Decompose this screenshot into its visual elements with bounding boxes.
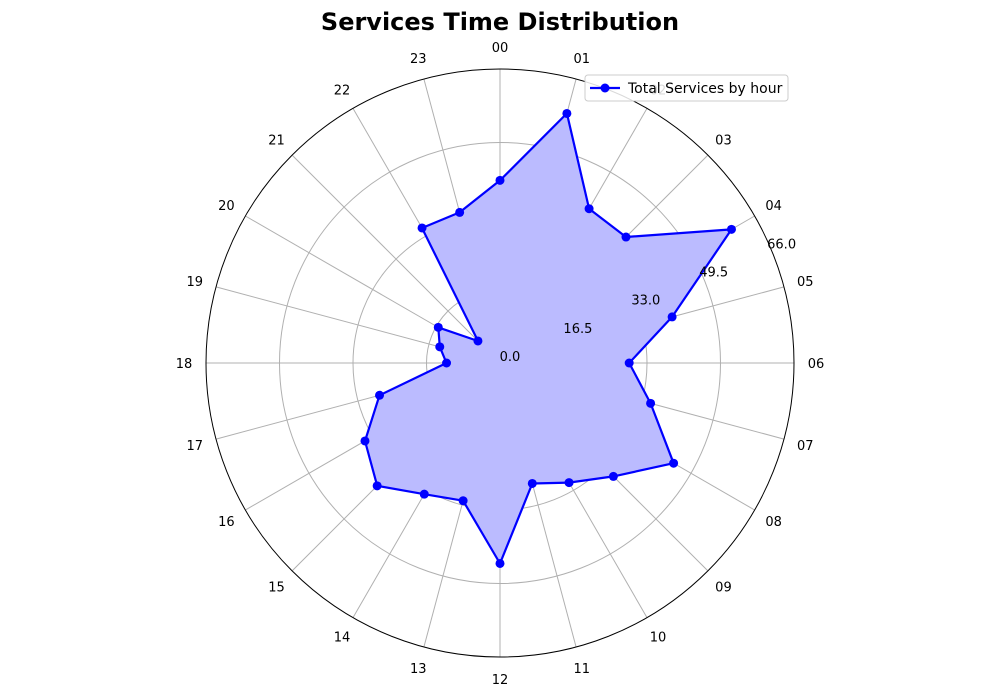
data-point-08 <box>669 458 679 468</box>
data-point-05 <box>667 312 677 322</box>
data-point-09 <box>608 471 618 481</box>
category-label: 22 <box>334 83 351 98</box>
data-point-00 <box>495 175 505 185</box>
data-point-02 <box>584 204 594 214</box>
category-label: 20 <box>218 199 235 214</box>
r-tick-label: 0.0 <box>500 350 521 365</box>
category-label: 01 <box>574 52 591 67</box>
category-label: 10 <box>650 631 667 646</box>
category-label: 08 <box>765 515 782 530</box>
series-area <box>365 113 732 564</box>
r-tick-label: 66.0 <box>767 237 796 252</box>
category-label: 16 <box>218 515 235 530</box>
legend-label: Total Services by hour <box>627 81 783 97</box>
category-label: 23 <box>410 52 427 67</box>
category-label: 15 <box>268 580 285 595</box>
category-label: 18 <box>176 357 193 372</box>
category-label: 04 <box>765 199 782 214</box>
data-point-19 <box>435 342 445 352</box>
category-label: 12 <box>492 673 509 688</box>
outer-circle <box>205 68 795 658</box>
data-point-03 <box>621 232 631 242</box>
category-label: 17 <box>186 439 203 454</box>
category-label: 11 <box>574 662 591 677</box>
category-label: 14 <box>334 631 351 646</box>
data-point-06 <box>624 358 634 368</box>
r-tick-label: 33.0 <box>631 294 660 309</box>
data-point-14 <box>419 489 429 499</box>
category-label: 21 <box>268 134 285 149</box>
data-point-01 <box>562 108 572 118</box>
data-point-17 <box>375 390 385 400</box>
data-point-13 <box>458 496 468 506</box>
category-label: 19 <box>186 275 203 290</box>
category-label: 07 <box>797 439 814 454</box>
data-point-18 <box>442 358 452 368</box>
r-tick-label: 49.5 <box>699 266 728 281</box>
data-point-21 <box>473 336 483 346</box>
data-point-16 <box>360 436 370 446</box>
legend-box <box>584 74 789 102</box>
data-point-04 <box>726 224 736 234</box>
category-label: 09 <box>715 580 732 595</box>
data-point-11 <box>527 478 537 488</box>
data-point-23 <box>455 207 465 217</box>
grid-spoke <box>291 154 501 364</box>
data-point-07 <box>646 398 656 408</box>
category-label: 06 <box>808 357 825 372</box>
data-point-22 <box>417 223 427 233</box>
category-label: 13 <box>410 662 427 677</box>
r-tick-label: 16.5 <box>563 322 592 337</box>
data-point-10 <box>564 478 574 488</box>
category-label: 00 <box>492 41 509 56</box>
legend: Total Services by hour <box>584 74 789 102</box>
chart-title: Services Time Distribution <box>320 8 680 36</box>
data-point-15 <box>372 481 382 491</box>
data-point-20 <box>433 322 443 332</box>
data-point-12 <box>495 558 505 568</box>
category-label: 05 <box>797 275 814 290</box>
legend-marker <box>600 83 610 93</box>
category-label: 03 <box>715 134 732 149</box>
